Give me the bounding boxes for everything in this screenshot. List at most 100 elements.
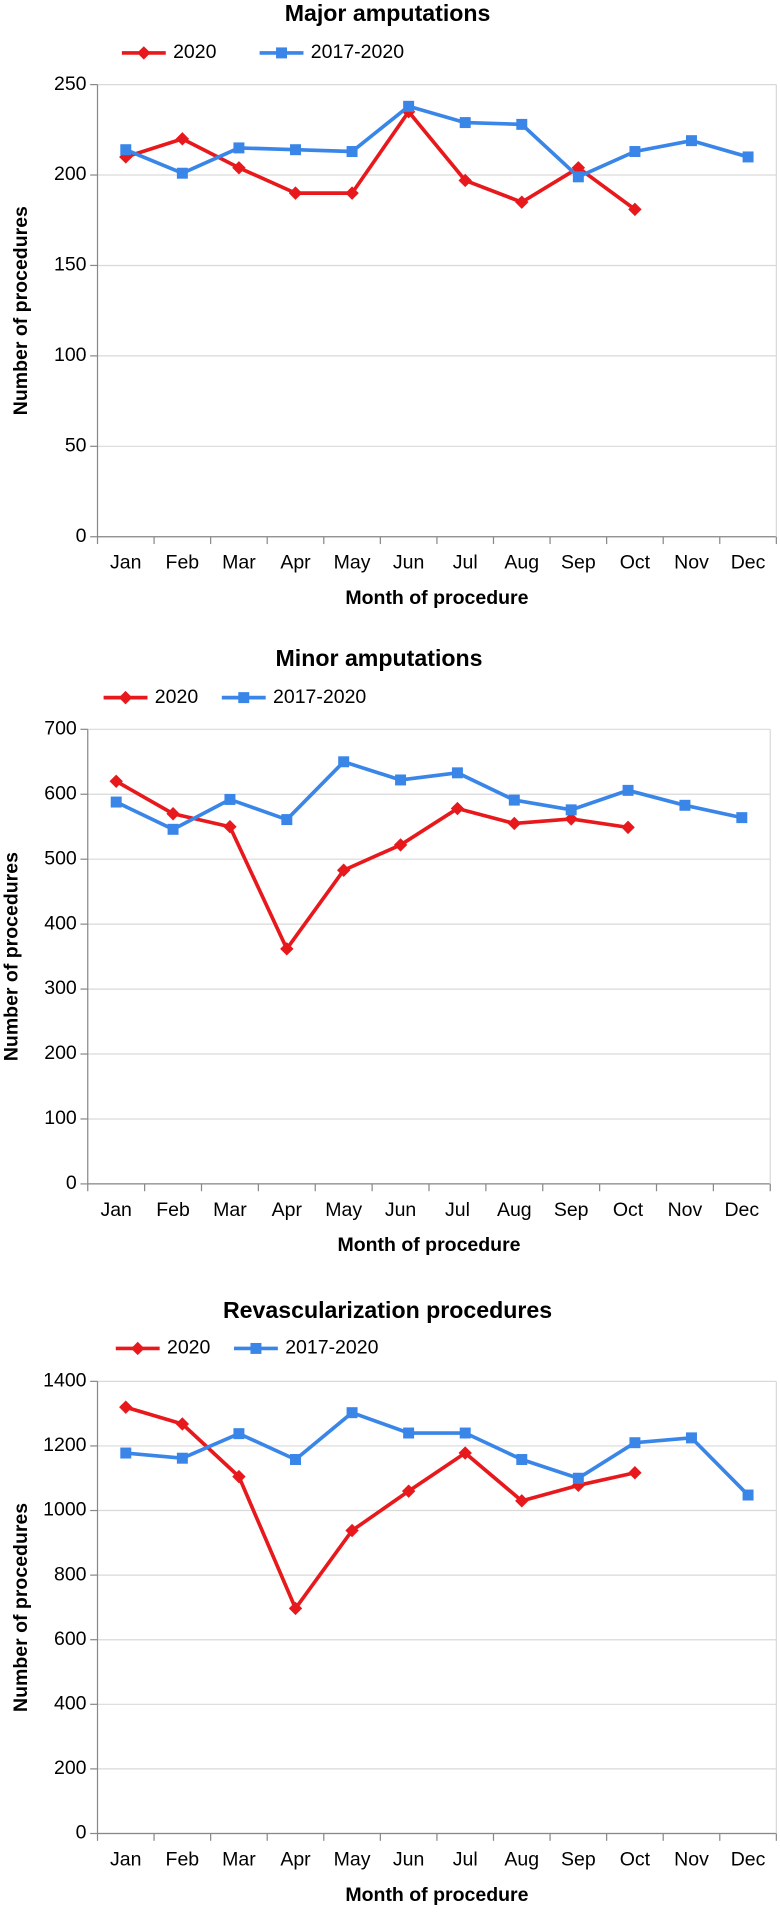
marker: [629, 1437, 641, 1449]
y-tick-label: 0: [76, 525, 87, 547]
marker: [288, 1601, 303, 1616]
marker: [110, 796, 122, 808]
marker: [346, 146, 358, 157]
marker: [175, 1417, 190, 1431]
marker: [395, 774, 407, 786]
marker: [167, 823, 179, 835]
x-tick-label: Jun: [385, 1199, 416, 1221]
marker: [393, 838, 408, 852]
y-tick-label: 500: [44, 847, 77, 869]
y-tick-label: 400: [44, 912, 77, 934]
marker: [250, 1342, 262, 1354]
marker: [621, 820, 635, 835]
y-tick-label: 200: [54, 163, 87, 185]
marker: [290, 144, 301, 156]
marker: [458, 173, 472, 188]
y-tick-label: 400: [54, 1692, 87, 1714]
marker: [176, 167, 188, 179]
marker: [403, 1427, 415, 1439]
y-tick-label: 700: [44, 717, 77, 739]
x-tick-label: Nov: [674, 1848, 709, 1870]
y-tick-label: 800: [54, 1563, 87, 1585]
x-tick-label: Feb: [156, 1199, 190, 1221]
marker: [276, 47, 288, 59]
y-tick-label: 1000: [43, 1499, 87, 1521]
x-tick-label: Aug: [504, 552, 539, 574]
series-line: [125, 1405, 636, 1611]
x-axis-title: Month of procedure: [345, 1884, 528, 1906]
marker: [166, 807, 180, 821]
x-tick-label: Apr: [280, 552, 311, 574]
marker: [223, 820, 237, 834]
x-tick-label: Nov: [668, 1199, 703, 1221]
marker: [238, 692, 250, 704]
y-tick-label: 250: [54, 73, 87, 95]
marker: [516, 1454, 528, 1465]
marker: [120, 1447, 132, 1459]
marker: [175, 132, 190, 146]
series-line: [125, 109, 637, 211]
marker: [346, 1407, 358, 1419]
x-tick-label: Oct: [613, 1199, 644, 1221]
series-line: [115, 759, 743, 832]
marker: [736, 812, 748, 824]
marker: [564, 812, 578, 826]
marker: [232, 1469, 246, 1484]
marker: [451, 767, 463, 779]
x-tick-label: Feb: [166, 552, 200, 574]
y-tick-label: 1200: [43, 1434, 87, 1456]
y-axis-title: Number of procedures: [10, 1503, 32, 1712]
x-tick-label: Sep: [561, 1848, 596, 1870]
x-axis-title: Month of procedure: [345, 587, 528, 609]
y-axis-title: Number of procedures: [0, 852, 22, 1061]
x-tick-label: May: [334, 1848, 371, 1870]
legend-label: 2020: [173, 41, 217, 63]
legend-label: 2017-2020: [273, 686, 366, 708]
legend-label: 2020: [155, 686, 199, 708]
y-tick-label: 50: [65, 434, 87, 456]
x-tick-label: May: [325, 1199, 362, 1221]
x-tick-label: Oct: [620, 1848, 651, 1870]
marker: [281, 814, 293, 826]
marker: [628, 1466, 642, 1480]
y-tick-label: 0: [76, 1822, 87, 1844]
y-tick-label: 200: [44, 1042, 77, 1064]
marker: [401, 1484, 416, 1498]
legend-label: 2017-2020: [285, 1337, 378, 1359]
series-line: [125, 104, 749, 179]
x-tick-label: Jun: [393, 552, 424, 574]
x-tick-label: Aug: [497, 1199, 532, 1221]
marker: [137, 46, 151, 60]
marker: [571, 161, 586, 175]
marker: [628, 202, 642, 217]
series-line: [115, 779, 629, 951]
x-tick-label: Jan: [110, 552, 141, 574]
y-tick-label: 600: [44, 782, 77, 804]
y-tick-label: 100: [44, 1107, 77, 1129]
series-line: [125, 1410, 750, 1497]
legend-label: 2017-2020: [311, 41, 404, 63]
chart-title: Major amputations: [285, 0, 491, 26]
x-tick-label: Mar: [222, 1848, 256, 1870]
x-tick-label: Nov: [674, 552, 709, 574]
x-tick-label: Jan: [110, 1848, 141, 1870]
legend-label: 2020: [167, 1337, 211, 1359]
x-tick-label: Mar: [213, 1199, 247, 1221]
marker: [458, 1446, 472, 1460]
chart-title: Revascularization procedures: [223, 1297, 552, 1323]
marker: [288, 186, 303, 200]
x-tick-label: Mar: [222, 552, 256, 574]
marker: [345, 186, 359, 200]
y-tick-label: 100: [54, 344, 87, 366]
marker: [403, 100, 415, 112]
x-tick-label: Apr: [280, 1848, 311, 1870]
marker: [572, 171, 584, 183]
x-tick-label: Sep: [554, 1199, 589, 1221]
y-axis-title: Number of procedures: [10, 206, 32, 415]
x-tick-label: Oct: [620, 552, 651, 574]
y-tick-label: 600: [54, 1628, 87, 1650]
marker: [572, 1472, 584, 1484]
marker: [450, 801, 465, 816]
